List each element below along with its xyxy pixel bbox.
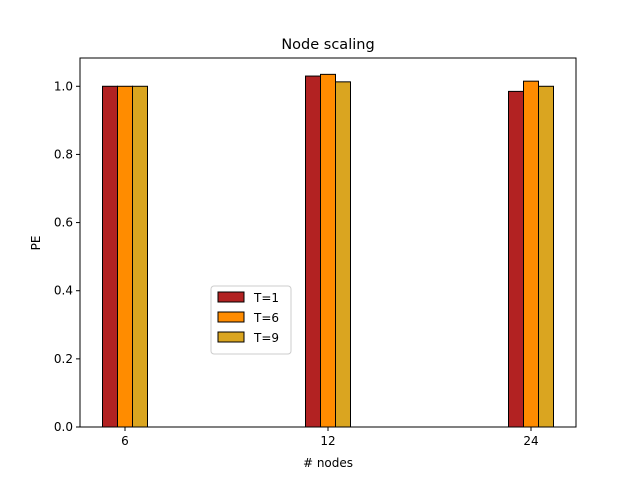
chart-title: Node scaling [281, 37, 374, 53]
y-axis-label: PE [29, 236, 43, 251]
bar-T9-6 [132, 85, 148, 428]
y-tick-label: 0.0 [54, 420, 73, 434]
legend-swatch [217, 311, 245, 323]
legend-label: T=6 [253, 311, 279, 325]
y-axis: 0.0 0.2 0.4 0.6 0.8 1.0 [54, 79, 80, 434]
x-axis-label: # nodes [303, 456, 353, 470]
bar-T1-24 [508, 90, 524, 428]
legend: T=1 T=6 T=9 [210, 285, 292, 355]
bar-T9-12 [335, 81, 351, 428]
y-tick-label: 1.0 [54, 79, 73, 93]
bars-layer [102, 73, 554, 428]
legend-swatch [217, 331, 245, 343]
y-tick-label: 0.4 [54, 284, 73, 298]
x-tick-label: 12 [320, 434, 335, 448]
y-tick-label: 0.8 [54, 147, 73, 161]
y-tick-label: 0.2 [54, 352, 73, 366]
bar-T9-24 [538, 85, 554, 428]
legend-label: T=9 [253, 331, 279, 345]
x-tick-label: 24 [523, 434, 538, 448]
bar-T1-12 [305, 75, 321, 428]
bar-T6-6 [117, 85, 133, 428]
legend-label: T=1 [253, 291, 279, 305]
x-tick-label: 6 [121, 434, 129, 448]
legend-swatch [217, 291, 245, 303]
x-axis: 6 12 24 [121, 427, 539, 448]
y-tick-label: 0.6 [54, 216, 73, 230]
bar-T6-24 [523, 80, 539, 428]
bar-T6-12 [320, 73, 336, 428]
bar-T1-6 [102, 85, 118, 428]
